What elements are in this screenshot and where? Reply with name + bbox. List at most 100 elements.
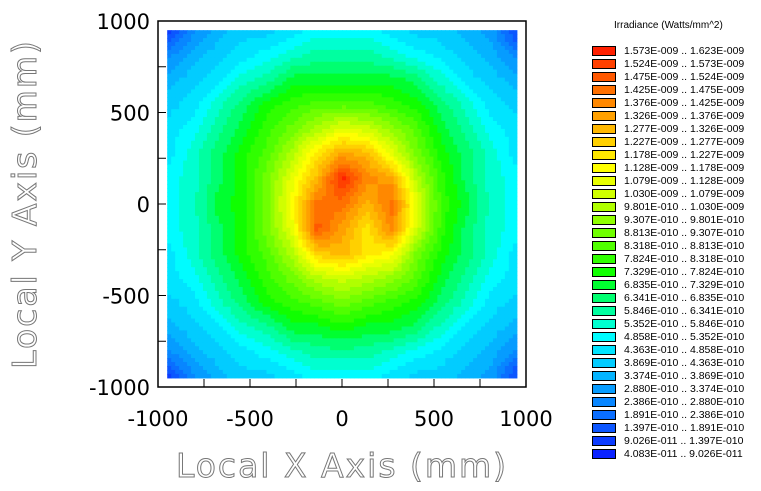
heatmap-cell [218,164,224,170]
heatmap-cell [330,227,335,233]
heatmap-cell [274,101,280,106]
heatmap-cell [222,168,228,173]
heatmap-cell [453,97,458,102]
heatmap-cell [361,164,367,170]
heatmap-cell [314,93,319,98]
heatmap-cell [314,239,319,245]
heatmap-cell [202,172,208,177]
heatmap-cell [282,124,287,130]
heatmap-cell [254,30,260,35]
heatmap-cell [250,113,256,118]
heatmap-cell [230,45,236,51]
heatmap-cell [310,239,315,245]
heatmap-cell [222,204,228,209]
heatmap-cell [282,65,287,71]
heatmap-cell [195,89,200,94]
heatmap-cell [171,160,176,166]
heatmap-cell [274,85,280,91]
heatmap-cell [330,192,335,197]
heatmap-cell [429,235,434,241]
heatmap-cell [226,204,232,209]
heatmap-cell [238,30,244,35]
heatmap-cell [250,235,256,241]
heatmap-cell [461,180,466,185]
heatmap-cell [226,38,232,43]
heatmap-cell [477,231,482,237]
heatmap-cell [302,251,307,256]
heatmap-cell [504,247,510,253]
heatmap-cell [278,211,284,217]
heatmap-cell [453,136,458,142]
heatmap-cell [214,34,220,39]
heatmap-cell [465,196,470,201]
heatmap-cell [369,77,375,83]
heatmap-cell [492,180,498,185]
heatmap-cell [508,204,514,209]
heatmap-cell [218,121,224,126]
heatmap-cell [449,184,454,189]
heatmap-cell [290,239,295,245]
heatmap-cell [469,93,474,98]
heatmap-cell [175,211,180,217]
heatmap-cell [183,73,188,79]
heatmap-cell [449,152,454,158]
heatmap-cell [202,168,208,173]
heatmap-cell [334,156,339,162]
heatmap-cell [282,204,287,209]
heatmap-cell [179,243,184,249]
heatmap-cell [449,89,454,94]
heatmap-cell [234,140,240,146]
heatmap-cell [500,128,506,134]
heatmap-cell [385,172,391,177]
heatmap-cell [334,207,339,213]
heatmap-cell [330,124,335,130]
heatmap-cell [198,207,204,213]
heatmap-cell [449,124,454,130]
heatmap-cell [469,172,474,177]
heatmap-cell [417,97,423,102]
heatmap-cell [326,65,331,71]
heatmap-cell [405,231,411,237]
heatmap-cell [349,207,355,213]
heatmap-cell [242,223,248,229]
heatmap-cell [294,219,299,225]
heatmap-cell [461,124,466,130]
heatmap-cell [226,251,232,256]
heatmap-cell [477,200,482,205]
heatmap-cell [373,247,379,253]
heatmap-cell [187,164,192,170]
heatmap-cell [198,180,204,185]
heatmap-cell [397,204,403,209]
heatmap-cell [282,211,287,217]
heatmap-cell [230,239,236,245]
heatmap-cell [417,188,423,193]
heatmap-cell [334,105,339,110]
heatmap-cell [179,164,184,170]
heatmap-cell [210,180,216,185]
heatmap-cell [230,235,236,241]
heatmap-cell [421,61,427,67]
heatmap-cell [270,117,276,122]
heatmap-cell [512,49,518,55]
heatmap-cell [473,61,478,67]
heatmap-cell [500,200,506,205]
heatmap-cell [425,172,430,177]
heatmap-cell [425,42,430,47]
heatmap-cell [326,219,331,225]
heatmap-cell [457,152,462,158]
heatmap-cell [417,128,423,134]
heatmap-cell [342,148,347,154]
heatmap-cell [306,196,311,201]
heatmap-cell [326,204,331,209]
heatmap-cell [254,243,260,249]
heatmap-cell [226,69,232,75]
heatmap-cell [286,196,291,201]
heatmap-cell [437,227,442,233]
heatmap-cell [397,239,403,245]
heatmap-cell [278,117,284,122]
heatmap-cell [496,97,502,102]
heatmap-cell [210,200,216,205]
heatmap-cell [345,231,351,237]
heatmap-cell [445,152,450,158]
heatmap-cell [473,192,478,197]
